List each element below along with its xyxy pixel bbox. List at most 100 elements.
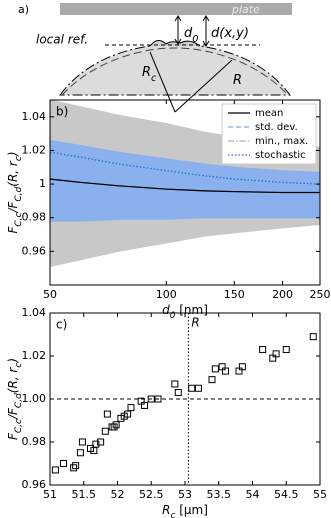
x-tick-label: 52 — [111, 488, 125, 501]
d0-label: d0 — [184, 26, 198, 45]
text-part: c — [151, 73, 157, 84]
x-tick-label: 100 — [156, 288, 177, 301]
point — [309, 333, 317, 341]
y-tick-label: 1.00 — [22, 392, 47, 405]
diagram: a) plate local ref. d0 d(x,y) Rc R — [18, 3, 292, 113]
band-edge — [50, 217, 320, 222]
band-edge — [50, 223, 320, 267]
text-part: /F — [6, 407, 20, 420]
text-part: (R, r — [6, 367, 20, 394]
point — [110, 423, 118, 431]
y-axis-label: FC,c/FC,d(R, rc) — [6, 358, 24, 440]
text-part: F — [6, 226, 20, 234]
point — [112, 421, 120, 429]
plate-label: plate — [231, 3, 260, 16]
text-part: ) — [6, 151, 20, 157]
panel-label: b) — [56, 105, 68, 119]
x-tick-label: 51 — [43, 488, 57, 501]
point — [174, 389, 182, 397]
point — [259, 346, 267, 354]
y-tick-label: 0.96 — [22, 478, 47, 491]
radius-line — [149, 51, 176, 113]
point — [78, 438, 86, 446]
plot-area — [50, 313, 320, 485]
arrow-heads — [202, 15, 210, 47]
text-part: /F — [6, 200, 20, 213]
x-tick-label: 250 — [310, 288, 331, 301]
point — [147, 395, 155, 403]
plate — [60, 3, 292, 15]
text-part: d — [162, 303, 170, 317]
text-part: R — [162, 503, 170, 517]
x-tick-label: 55 — [313, 488, 327, 501]
point — [154, 395, 162, 403]
text-part: (R, r — [6, 160, 20, 187]
plot-frame — [49, 99, 321, 286]
r-label: R — [233, 73, 242, 88]
x-tick-label: 52.5 — [139, 488, 164, 501]
point — [60, 460, 67, 467]
y-tick-label: 1.04 — [22, 110, 47, 123]
text-part: d(x,y) — [211, 26, 249, 41]
x-axis-label: d0 [nm] — [162, 303, 208, 321]
point — [92, 440, 100, 448]
text-part: 0 — [170, 311, 176, 321]
point — [76, 449, 84, 457]
dome-mean — [61, 47, 289, 96]
legend-label: mean — [255, 108, 283, 119]
y-tick-label: 1.02 — [22, 143, 47, 156]
radius-line — [174, 59, 233, 113]
point — [97, 438, 105, 446]
x-tick-label: 200 — [272, 288, 293, 301]
point — [171, 380, 179, 388]
point — [103, 410, 111, 418]
x-tick-label: 51.5 — [72, 488, 97, 501]
y-tick-label: 1.02 — [22, 349, 47, 362]
panel-label: a) — [18, 3, 29, 16]
text-part: ) — [6, 358, 20, 364]
point — [208, 376, 216, 384]
panel-label: c) — [56, 318, 67, 332]
band-fill — [50, 140, 320, 222]
point — [238, 363, 246, 371]
point — [188, 384, 196, 392]
arrow-heads — [174, 15, 182, 45]
x-tick-label: 50 — [43, 288, 57, 301]
text-part: c — [170, 511, 175, 518]
y-tick-label: 0.96 — [22, 244, 47, 257]
point — [211, 365, 219, 373]
point — [282, 346, 290, 354]
x-tick-label: 54.5 — [274, 488, 299, 501]
text-part: C,d — [14, 393, 24, 408]
text-part: C,c — [14, 212, 24, 226]
point — [51, 466, 59, 474]
reference-label: R — [191, 316, 199, 330]
text-part: C,c — [14, 419, 24, 433]
text-part: F — [6, 432, 20, 440]
y-axis-label: FC,c/FC,d(R, rc) — [6, 151, 24, 233]
text-part: d — [184, 26, 193, 41]
legend-label: std. dev. — [255, 122, 298, 133]
band-edge — [50, 139, 320, 173]
point — [72, 462, 80, 470]
legend-box — [221, 103, 317, 165]
point — [195, 384, 202, 392]
y-tick-label: 0.98 — [22, 211, 47, 224]
point — [101, 427, 109, 435]
text-part: c — [14, 363, 24, 368]
x-tick-label: 150 — [224, 288, 245, 301]
y-tick-label: 1 — [39, 177, 46, 190]
point — [222, 367, 229, 375]
x-axis-label: Rc [μm] — [162, 503, 208, 518]
text-part: R — [142, 65, 151, 80]
text-part: [μm] — [175, 503, 208, 517]
y-tick-label: 1.04 — [22, 306, 47, 319]
text-part: R — [233, 73, 242, 88]
text-part: c — [14, 156, 24, 161]
text-part: [nm] — [175, 303, 207, 317]
point — [272, 350, 280, 358]
legend-label: stochastic — [255, 150, 306, 161]
point — [108, 423, 116, 431]
x-tick-label: 53 — [178, 488, 192, 501]
